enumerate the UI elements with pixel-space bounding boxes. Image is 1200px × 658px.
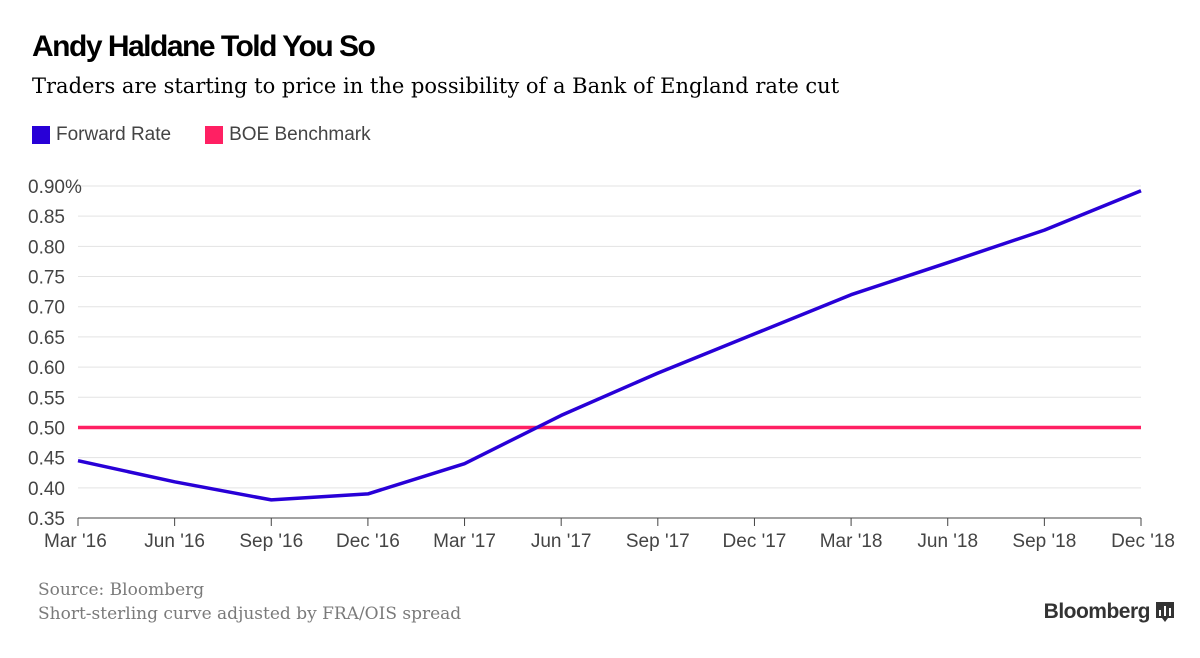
bloomberg-chart-icon <box>1156 602 1174 622</box>
y-axis-tick-labels: 0.35 0.40 0.45 0.50 0.55 0.60 0.65 0.70 0.75 0.80… <box>28 177 82 530</box>
x-tick-label: Sep '16 <box>239 531 303 552</box>
x-tick-label: Jun '16 <box>144 531 205 552</box>
y-tick-label: 0.80 <box>28 237 65 258</box>
brand: Bloomberg <box>1044 600 1174 624</box>
x-tick-label: Sep '18 <box>1012 531 1076 552</box>
footer: Source: Bloomberg Short-sterling curve a… <box>38 578 461 626</box>
chart-title: Andy Haldane Told You So <box>32 30 376 63</box>
y-tick-label: 0.70 <box>28 298 65 319</box>
legend-label-boe-benchmark: BOE Benchmark <box>229 124 371 145</box>
x-tick-label: Mar '18 <box>820 531 883 552</box>
legend-item-boe-benchmark: BOE Benchmark <box>205 124 371 146</box>
x-tick-label: Mar '16 <box>44 531 107 552</box>
series-line-forward-rate <box>77 189 1142 502</box>
chart-subtitle: Traders are starting to price in the pos… <box>32 74 840 98</box>
y-tick-label: 0.90% <box>28 177 82 198</box>
y-tick-label: 0.35 <box>28 509 65 530</box>
y-tick-label: 0.50 <box>28 418 65 439</box>
y-tick-label: 0.75 <box>28 268 65 289</box>
x-tick-label: Sep '17 <box>626 531 690 552</box>
gridlines <box>78 185 1141 489</box>
x-tick-label: Dec '18 <box>1111 531 1175 552</box>
y-tick-label: 0.55 <box>28 388 65 409</box>
brand-logo-text: Bloomberg <box>1043 600 1151 623</box>
y-tick-label: 0.45 <box>28 449 65 470</box>
x-tick-label: Jun '18 <box>917 531 978 552</box>
legend-swatch-boe-benchmark <box>205 126 224 144</box>
source-note: Source: Bloomberg <box>38 580 205 600</box>
legend-item-forward-rate: Forward Rate <box>32 124 171 146</box>
methodology-note: Short-sterling curve adjusted by FRA/OIS… <box>38 604 462 624</box>
legend-swatch-forward-rate <box>32 126 50 144</box>
y-tick-label: 0.60 <box>28 358 65 379</box>
x-tick-label: Dec '17 <box>723 531 787 552</box>
legend: Forward Rate BOE Benchmark <box>32 124 405 146</box>
legend-label-forward-rate: Forward Rate <box>56 124 172 145</box>
x-tick-label: Mar '17 <box>433 531 496 552</box>
x-axis: Mar '16 Jun '16 Sep '16 Dec '16 Mar '17 Jun '… <box>44 517 1175 552</box>
x-tick-label: Jun '17 <box>531 531 592 552</box>
y-tick-label: 0.85 <box>28 207 65 228</box>
series-lines <box>77 189 1142 502</box>
y-tick-label: 0.40 <box>28 479 65 500</box>
y-tick-label: 0.65 <box>28 328 65 349</box>
x-tick-label: Dec '16 <box>336 531 400 552</box>
